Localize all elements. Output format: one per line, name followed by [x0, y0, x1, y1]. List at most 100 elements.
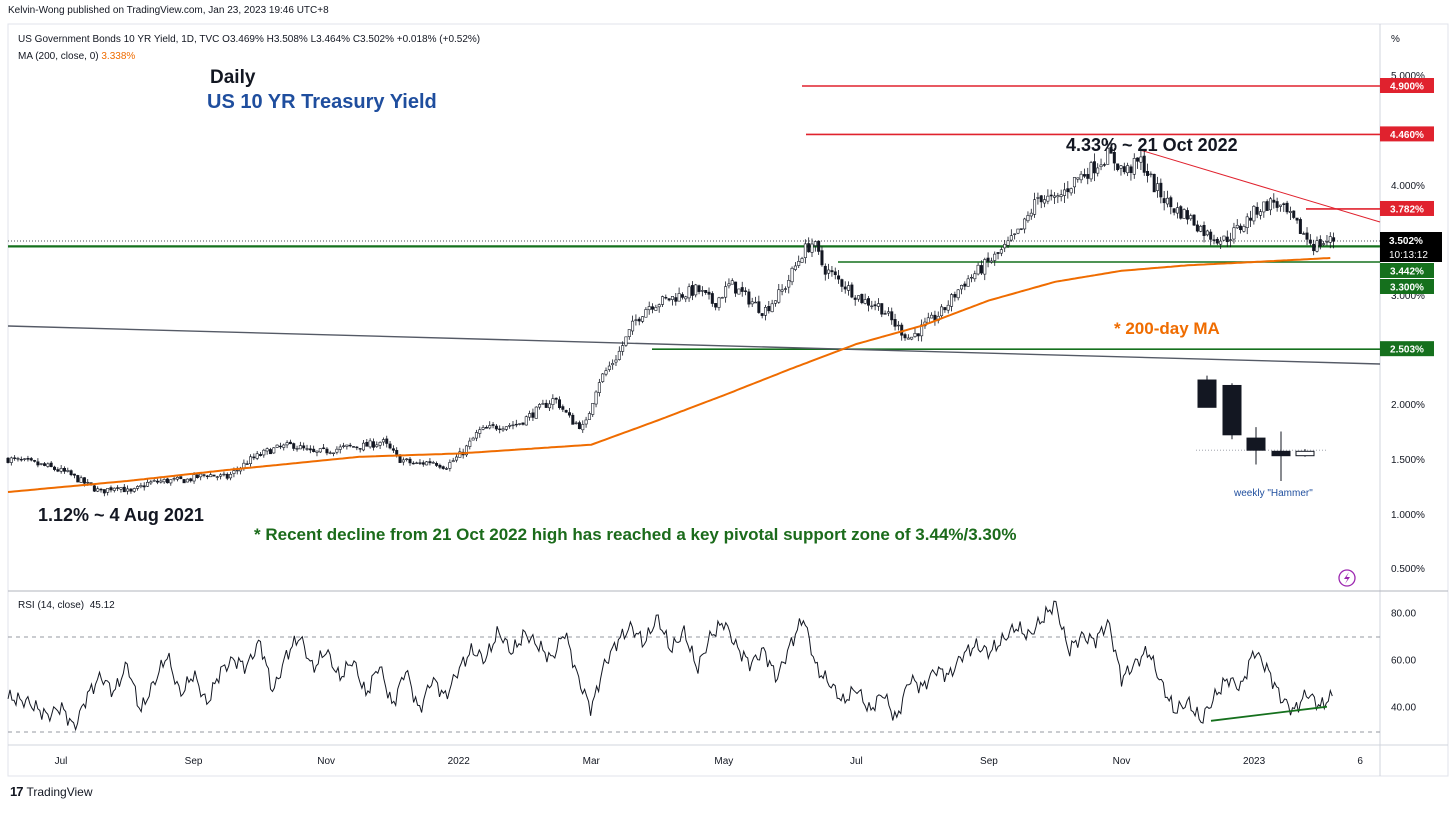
y-unit-label: %	[1391, 34, 1400, 45]
price-candle	[312, 445, 316, 453]
price-candle	[1043, 195, 1047, 208]
ma-200-line	[7, 257, 1331, 493]
price-candle	[278, 442, 282, 450]
price-candle	[571, 412, 575, 425]
price-candle	[9, 456, 13, 466]
price-candle	[614, 355, 618, 366]
x-tick-label: May	[714, 756, 733, 767]
price-candle	[940, 304, 944, 319]
price-candle	[920, 319, 924, 342]
price-candle	[773, 300, 777, 307]
hammer-candle	[1222, 383, 1242, 440]
price-candle	[1325, 235, 1329, 246]
price-candle	[1205, 229, 1209, 237]
price-candle	[448, 459, 452, 472]
price-candle	[332, 452, 336, 457]
price-candle	[491, 422, 495, 429]
price-candle	[1292, 210, 1296, 220]
price-candle	[847, 281, 851, 296]
price-candle	[674, 292, 678, 306]
price-candle	[1139, 150, 1143, 171]
rsi-legend[interactable]: RSI (14, close) 45.12	[18, 600, 115, 611]
price-candle	[1235, 219, 1239, 229]
symbol-legend[interactable]: US Government Bonds 10 YR Yield, 1D, TVC…	[18, 34, 481, 45]
price-candle	[348, 442, 352, 448]
price-candle	[720, 296, 724, 299]
price-candle	[464, 444, 468, 458]
y-tick-label: 5.000%	[1391, 71, 1425, 82]
price-candle	[860, 293, 864, 305]
price-axis: 5.000% 4.000% 3.000% 2.000% 1.500% 1.000% 0.50…	[1391, 71, 1425, 575]
price-candle	[1265, 199, 1269, 211]
price-candle	[49, 461, 53, 468]
price-candle	[734, 281, 738, 297]
price-candle	[1079, 171, 1083, 184]
price-candle	[651, 303, 655, 314]
price-candle	[996, 252, 1000, 260]
price-candle	[886, 307, 890, 317]
price-candle	[1315, 236, 1319, 253]
price-candle	[1099, 158, 1103, 171]
price-candle	[754, 296, 758, 304]
price-candle	[989, 257, 993, 264]
hammer-candle	[1295, 449, 1315, 457]
price-candle	[245, 460, 249, 465]
price-candle	[730, 278, 734, 285]
svg-text:4.460%: 4.460%	[1390, 130, 1424, 141]
price-candle	[1259, 209, 1263, 220]
price-candle	[39, 463, 43, 466]
price-candle	[1182, 208, 1186, 219]
price-candle	[425, 460, 429, 466]
price-candle	[684, 295, 688, 303]
price-candle	[594, 390, 598, 408]
tradingview-brand[interactable]: 17 TradingView	[10, 784, 93, 799]
price-candle	[361, 439, 365, 452]
price-candle	[1318, 235, 1322, 250]
ma-legend[interactable]: MA (200, close, 0) 3.338%	[18, 51, 135, 62]
price-candle	[435, 461, 439, 467]
rsi-line	[7, 600, 1333, 732]
price-candle	[893, 313, 897, 331]
hammer-candle	[1246, 427, 1266, 465]
price-candle	[1059, 189, 1063, 202]
price-candle	[252, 453, 256, 461]
price-candle	[531, 408, 535, 421]
tradingview-logo-icon: 17	[10, 784, 24, 799]
price-candle	[880, 303, 884, 318]
price-tag-3782: 3.782%	[1380, 200, 1434, 216]
price-candle	[936, 311, 940, 324]
price-candle	[371, 438, 375, 451]
price-candle	[979, 260, 983, 276]
price-candle	[1219, 236, 1223, 249]
svg-text:4.900%: 4.900%	[1390, 82, 1424, 93]
price-candle	[993, 251, 997, 266]
price-candle	[199, 473, 203, 481]
price-candle	[215, 475, 219, 481]
price-candle	[1126, 162, 1130, 177]
price-candle	[72, 473, 76, 479]
price-candle	[268, 447, 272, 455]
price-candle	[1268, 197, 1272, 216]
lightning-icon[interactable]	[1338, 569, 1356, 587]
price-candle	[514, 419, 518, 428]
price-candle	[132, 487, 136, 493]
price-candle	[169, 479, 173, 486]
price-candle	[577, 420, 581, 430]
price-candle	[783, 286, 787, 293]
price-candle	[478, 426, 482, 438]
hammer-candle	[1271, 431, 1291, 481]
price-candle	[1066, 181, 1070, 199]
ma-legend-label: MA (200, close, 0)	[18, 51, 99, 62]
price-candle	[810, 238, 814, 258]
price-candle	[265, 447, 269, 455]
price-candle	[498, 425, 502, 434]
price-candle	[1053, 192, 1057, 204]
price-candle	[1132, 153, 1136, 179]
price-candle	[866, 295, 870, 312]
hammer-label: weekly "Hammer"	[1233, 488, 1313, 499]
x-tick-label: Sep	[980, 756, 998, 767]
price-candle	[1162, 190, 1166, 211]
price-candle	[508, 423, 512, 429]
price-candle	[1295, 217, 1299, 224]
price-candle	[780, 284, 784, 296]
